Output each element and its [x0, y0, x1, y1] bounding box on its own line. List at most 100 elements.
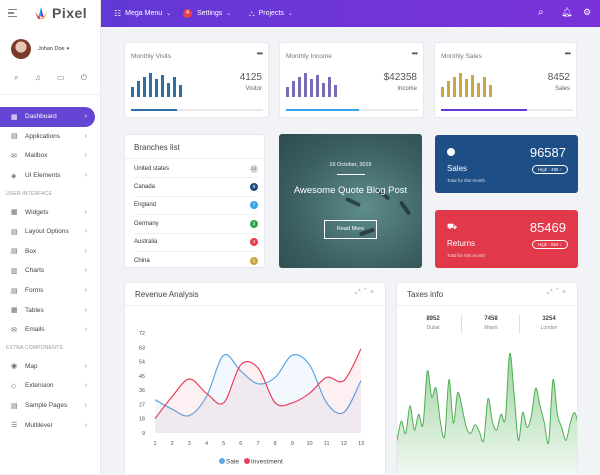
- more-options-icon[interactable]: •••: [256, 49, 263, 58]
- mini-bar: [155, 79, 158, 97]
- kpi-value: 85469: [529, 220, 566, 235]
- branch-name: China: [134, 258, 150, 265]
- list-item[interactable]: Canada 8: [134, 178, 258, 197]
- progress-bar: [441, 109, 573, 111]
- sidebar-item-applications[interactable]: ▤ Applications ›: [0, 127, 101, 147]
- search-icon[interactable]: ⌕: [538, 7, 544, 18]
- user-quick-icons: ⌕ ♫ ▭ ⏻: [0, 73, 101, 83]
- sidebar-item-extension[interactable]: ◇ Extension ›: [0, 376, 101, 396]
- chevron-right-icon: ›: [84, 362, 87, 370]
- stat-label: Monthly Income: [286, 53, 332, 60]
- taxes-info-card: Taxes info ⤢⌃× 8952 Dubai 7458 Miami 3254 Lon…: [396, 282, 578, 474]
- notification-bell-icon[interactable]: 🔔︎: [561, 7, 573, 17]
- mini-bar: [459, 73, 462, 97]
- chevron-right-icon: ›: [84, 287, 87, 295]
- list-item[interactable]: Australia 4: [134, 234, 258, 252]
- chevron-down-icon: ⌄: [287, 11, 293, 17]
- menu-0-icon: ◉: [11, 363, 18, 371]
- stat-value: 8452: [547, 72, 570, 83]
- branches-list: United states 14 Canada 8 England 7 Germany 3 Au…: [134, 160, 258, 270]
- sidebar-item-box[interactable]: ▤ Box ›: [0, 242, 101, 262]
- count-badge: 8: [250, 183, 258, 192]
- sidebar-item-forms[interactable]: ▤ Forms ›: [0, 281, 101, 301]
- expand-icon[interactable]: ⤢: [546, 289, 556, 296]
- y-tick-label: 9: [142, 431, 145, 437]
- sidebar-item-dashboard[interactable]: ▦ Dashboard ›: [0, 107, 95, 127]
- projects-nav[interactable]: ⛬ Projects ⌄: [249, 0, 293, 27]
- kpi-card-sales: 96587 Sales Total for this month High : 485…: [435, 135, 578, 193]
- mini-bar: [292, 81, 295, 97]
- mega-menu-nav[interactable]: ☷ Mega Menu ⌄: [114, 0, 171, 27]
- close-icon[interactable]: ×: [369, 289, 377, 296]
- stat-sub: Sales: [554, 86, 570, 92]
- y-tick-label: 72: [139, 331, 145, 337]
- gear-icon[interactable]: ⚙: [583, 7, 592, 17]
- x-tick-label: 3: [188, 441, 191, 447]
- read-more-button[interactable]: Read More: [324, 220, 377, 239]
- sidebar-item-charts[interactable]: ▥ Charts ›: [0, 261, 101, 281]
- collapse-icon[interactable]: ⌃: [555, 289, 562, 296]
- list-item[interactable]: United states 14: [134, 160, 258, 179]
- section-heading: USER INTERFACE: [6, 190, 53, 197]
- chevron-right-icon: ›: [84, 228, 87, 236]
- stat-value: $42358: [383, 72, 417, 83]
- list-item[interactable]: England 7: [134, 197, 258, 216]
- sidebar-item-map[interactable]: ◉ Map ›: [0, 357, 101, 377]
- sidebar-item-ui-elements[interactable]: ◈ UI Elements ›: [0, 166, 101, 186]
- search-icon[interactable]: ⌕: [14, 73, 19, 82]
- mini-bar: [489, 85, 492, 97]
- sidebar-item-widgets[interactable]: ▦ Widgets ›: [0, 202, 101, 222]
- kpi-sub: Total for this month: [447, 178, 486, 183]
- series-line-investment: [154, 348, 362, 420]
- expand-icon[interactable]: ⤢: [354, 289, 364, 296]
- progress-fill: [131, 109, 178, 111]
- y-tick-label: 45: [139, 374, 145, 380]
- x-tick-label: 6: [239, 441, 242, 447]
- menu-1-icon: ▤: [11, 228, 18, 236]
- list-item[interactable]: Germany 3: [134, 215, 258, 234]
- logo-icon: [35, 7, 47, 19]
- branch-name: Germany: [134, 220, 159, 227]
- tax-column: 3254 London: [519, 316, 577, 331]
- blog-card: 16 October, 2016 Awesome Quote Blog Post…: [279, 134, 422, 268]
- power-icon[interactable]: ⏻: [80, 73, 87, 82]
- chevron-right-icon: ›: [84, 421, 87, 429]
- sidebar-item-label: Forms: [25, 287, 44, 295]
- chevron-right-icon: ›: [84, 382, 87, 390]
- mini-bar: [173, 77, 176, 97]
- sidebar-item-mailbox[interactable]: ✉ Mailbox ›: [0, 146, 101, 166]
- settings-nav[interactable]: 4 Settings ⌄: [183, 0, 231, 27]
- avatar: [11, 39, 31, 59]
- collapse-icon[interactable]: ⌃: [363, 289, 370, 296]
- user-profile[interactable]: Johan Doe ▾: [11, 39, 69, 59]
- close-icon[interactable]: ×: [561, 289, 569, 296]
- sidebar-item-emails[interactable]: ✉ Emails ›: [0, 320, 101, 340]
- hamburger-icon[interactable]: [8, 9, 17, 17]
- series-area-investment: [155, 348, 361, 433]
- mini-bar: [483, 77, 486, 97]
- more-options-icon[interactable]: •••: [411, 49, 418, 58]
- list-item[interactable]: China 1: [134, 252, 258, 270]
- sidebar-item-multilevel[interactable]: ☰ Multilevel ›: [0, 415, 101, 435]
- tax-city: Miami: [484, 325, 498, 331]
- x-tick-label: 7: [256, 441, 259, 447]
- count-badge: 14: [250, 164, 258, 173]
- mini-bar: [179, 85, 182, 97]
- tax-line: [397, 353, 577, 445]
- chevron-right-icon: ›: [84, 267, 87, 275]
- mini-bar: [465, 79, 468, 97]
- menu-4-icon: ▤: [11, 287, 18, 295]
- message-icon[interactable]: ▭: [56, 73, 65, 82]
- progress-bar: [286, 109, 418, 111]
- sidebar-item-layout-options[interactable]: ▤ Layout Options ›: [0, 222, 101, 242]
- user-name: Johan Doe: [38, 46, 65, 52]
- legend-label: Investment: [251, 459, 283, 466]
- dashboard-icon: ▦: [11, 113, 18, 121]
- sidebar-item-sample-pages[interactable]: ▤ Sample Pages ›: [0, 396, 101, 416]
- sidebar-item-label: Dashboard: [25, 113, 57, 121]
- sidebar-item-tables[interactable]: ▦ Tables ›: [0, 300, 101, 320]
- stat-card-income: Monthly Income ••• $42358 Income: [279, 42, 424, 118]
- bell-icon[interactable]: ♫: [34, 73, 41, 82]
- x-tick-label: 13: [358, 441, 364, 447]
- more-options-icon[interactable]: •••: [564, 49, 571, 58]
